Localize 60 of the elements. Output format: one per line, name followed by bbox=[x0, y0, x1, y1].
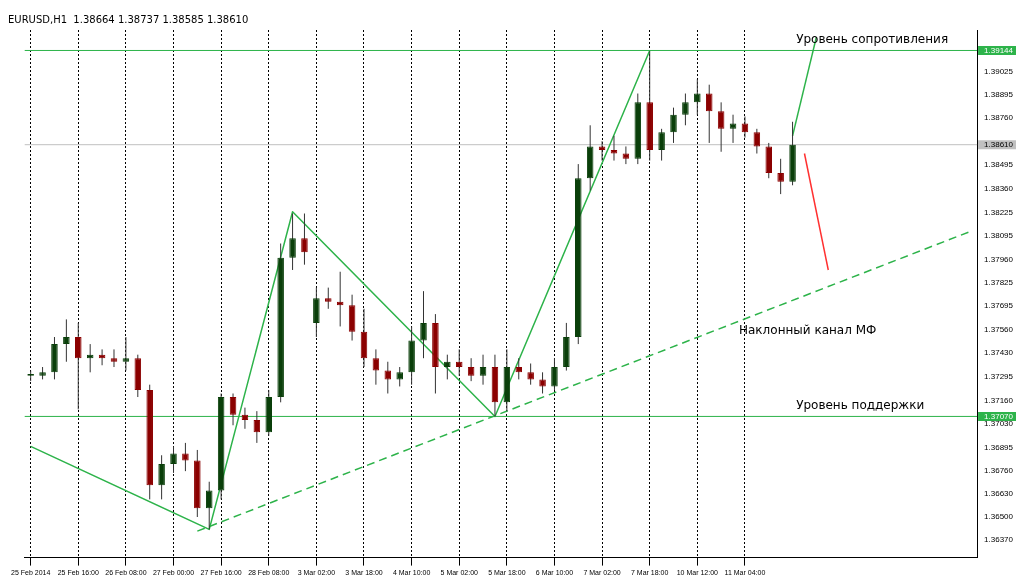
candlestick bbox=[467, 357, 475, 382]
candlestick bbox=[122, 336, 130, 372]
candlestick bbox=[682, 93, 689, 126]
y-tick-label: 1.38360 bbox=[984, 184, 1014, 194]
y-tick-label: 1.39025 bbox=[984, 66, 1014, 76]
y-tick-label: 1.37295 bbox=[984, 371, 1014, 381]
candlestick bbox=[610, 135, 618, 162]
candlestick bbox=[444, 354, 451, 380]
y-tick-label: 1.38495 bbox=[984, 160, 1014, 170]
y-tick-label: 1.39144 bbox=[984, 45, 1014, 55]
candlestick bbox=[229, 393, 237, 426]
candlestick bbox=[705, 84, 713, 144]
candlestick bbox=[539, 371, 546, 394]
candlestick bbox=[717, 101, 725, 153]
y-tick-label: 1.36895 bbox=[984, 442, 1014, 452]
y-tick-label: 1.38095 bbox=[984, 230, 1014, 240]
y-tick-label: 1.37825 bbox=[984, 278, 1014, 288]
candlestick bbox=[301, 213, 308, 266]
y-tick-label: 1.36760 bbox=[984, 466, 1014, 476]
candlestick bbox=[455, 348, 463, 377]
candlestick bbox=[694, 78, 701, 116]
candlestick bbox=[182, 442, 189, 472]
ref-line-label: Уровень сопротивления bbox=[796, 31, 949, 46]
y-tick-label: 1.37960 bbox=[984, 254, 1014, 264]
candlestick bbox=[111, 348, 117, 368]
y-tick-label: 1.36500 bbox=[984, 512, 1014, 522]
candlestick bbox=[372, 348, 380, 386]
y-tick-label: 1.38895 bbox=[984, 89, 1014, 99]
candlestick bbox=[527, 363, 534, 386]
y-tick-label: 1.36370 bbox=[984, 535, 1014, 545]
candlestick bbox=[658, 128, 665, 162]
ref-line-label: Уровень поддержки bbox=[796, 397, 925, 412]
candlestick bbox=[551, 357, 558, 391]
candlestick bbox=[170, 445, 177, 474]
y-tick-label: 1.38225 bbox=[984, 207, 1014, 217]
candlestick bbox=[479, 354, 487, 386]
annotation: Наклонный канал МФ bbox=[738, 322, 877, 337]
y-tick-label: 1.37560 bbox=[984, 325, 1014, 335]
candlestick bbox=[313, 287, 320, 338]
candlestick bbox=[598, 140, 606, 162]
candlestick bbox=[205, 481, 213, 530]
candlestick bbox=[670, 107, 677, 144]
candlestick bbox=[75, 322, 82, 410]
candlestick bbox=[777, 158, 784, 195]
candlestick bbox=[63, 318, 70, 363]
y-tick-label: 1.37070 bbox=[984, 411, 1014, 421]
y-tick-label: 1.36630 bbox=[984, 489, 1014, 499]
candlestick bbox=[515, 357, 523, 380]
candlestick bbox=[396, 366, 403, 387]
candlestick bbox=[420, 290, 427, 359]
candlestick bbox=[289, 213, 296, 271]
y-tick-label: 1.38760 bbox=[984, 113, 1014, 123]
y-tick-label: 1.38610 bbox=[984, 139, 1014, 149]
y-tick-label: 1.37695 bbox=[984, 301, 1014, 311]
y-tick-label: 1.37160 bbox=[984, 395, 1014, 405]
candlestick bbox=[158, 454, 165, 500]
y-tick-label: 1.37430 bbox=[984, 348, 1014, 358]
candlestick bbox=[325, 287, 332, 310]
y-tick-label: 1.37030 bbox=[984, 418, 1014, 428]
chart-title: EURUSD,H1 1.38664 1.38737 1.38585 1.38610 bbox=[8, 13, 249, 25]
